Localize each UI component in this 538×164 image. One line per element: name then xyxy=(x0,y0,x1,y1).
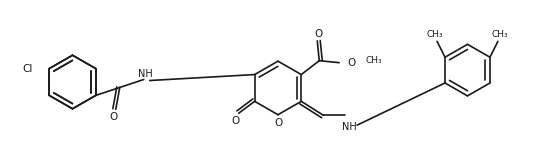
Text: O: O xyxy=(347,58,355,68)
Text: O: O xyxy=(275,118,283,128)
Text: NH: NH xyxy=(342,122,357,132)
Text: NH: NH xyxy=(138,69,153,79)
Text: CH₃: CH₃ xyxy=(365,56,382,65)
Text: O: O xyxy=(314,29,322,39)
Text: CH₃: CH₃ xyxy=(492,30,508,39)
Text: CH₃: CH₃ xyxy=(427,30,443,39)
Text: O: O xyxy=(231,116,240,126)
Text: Cl: Cl xyxy=(23,64,33,74)
Text: O: O xyxy=(110,112,118,122)
